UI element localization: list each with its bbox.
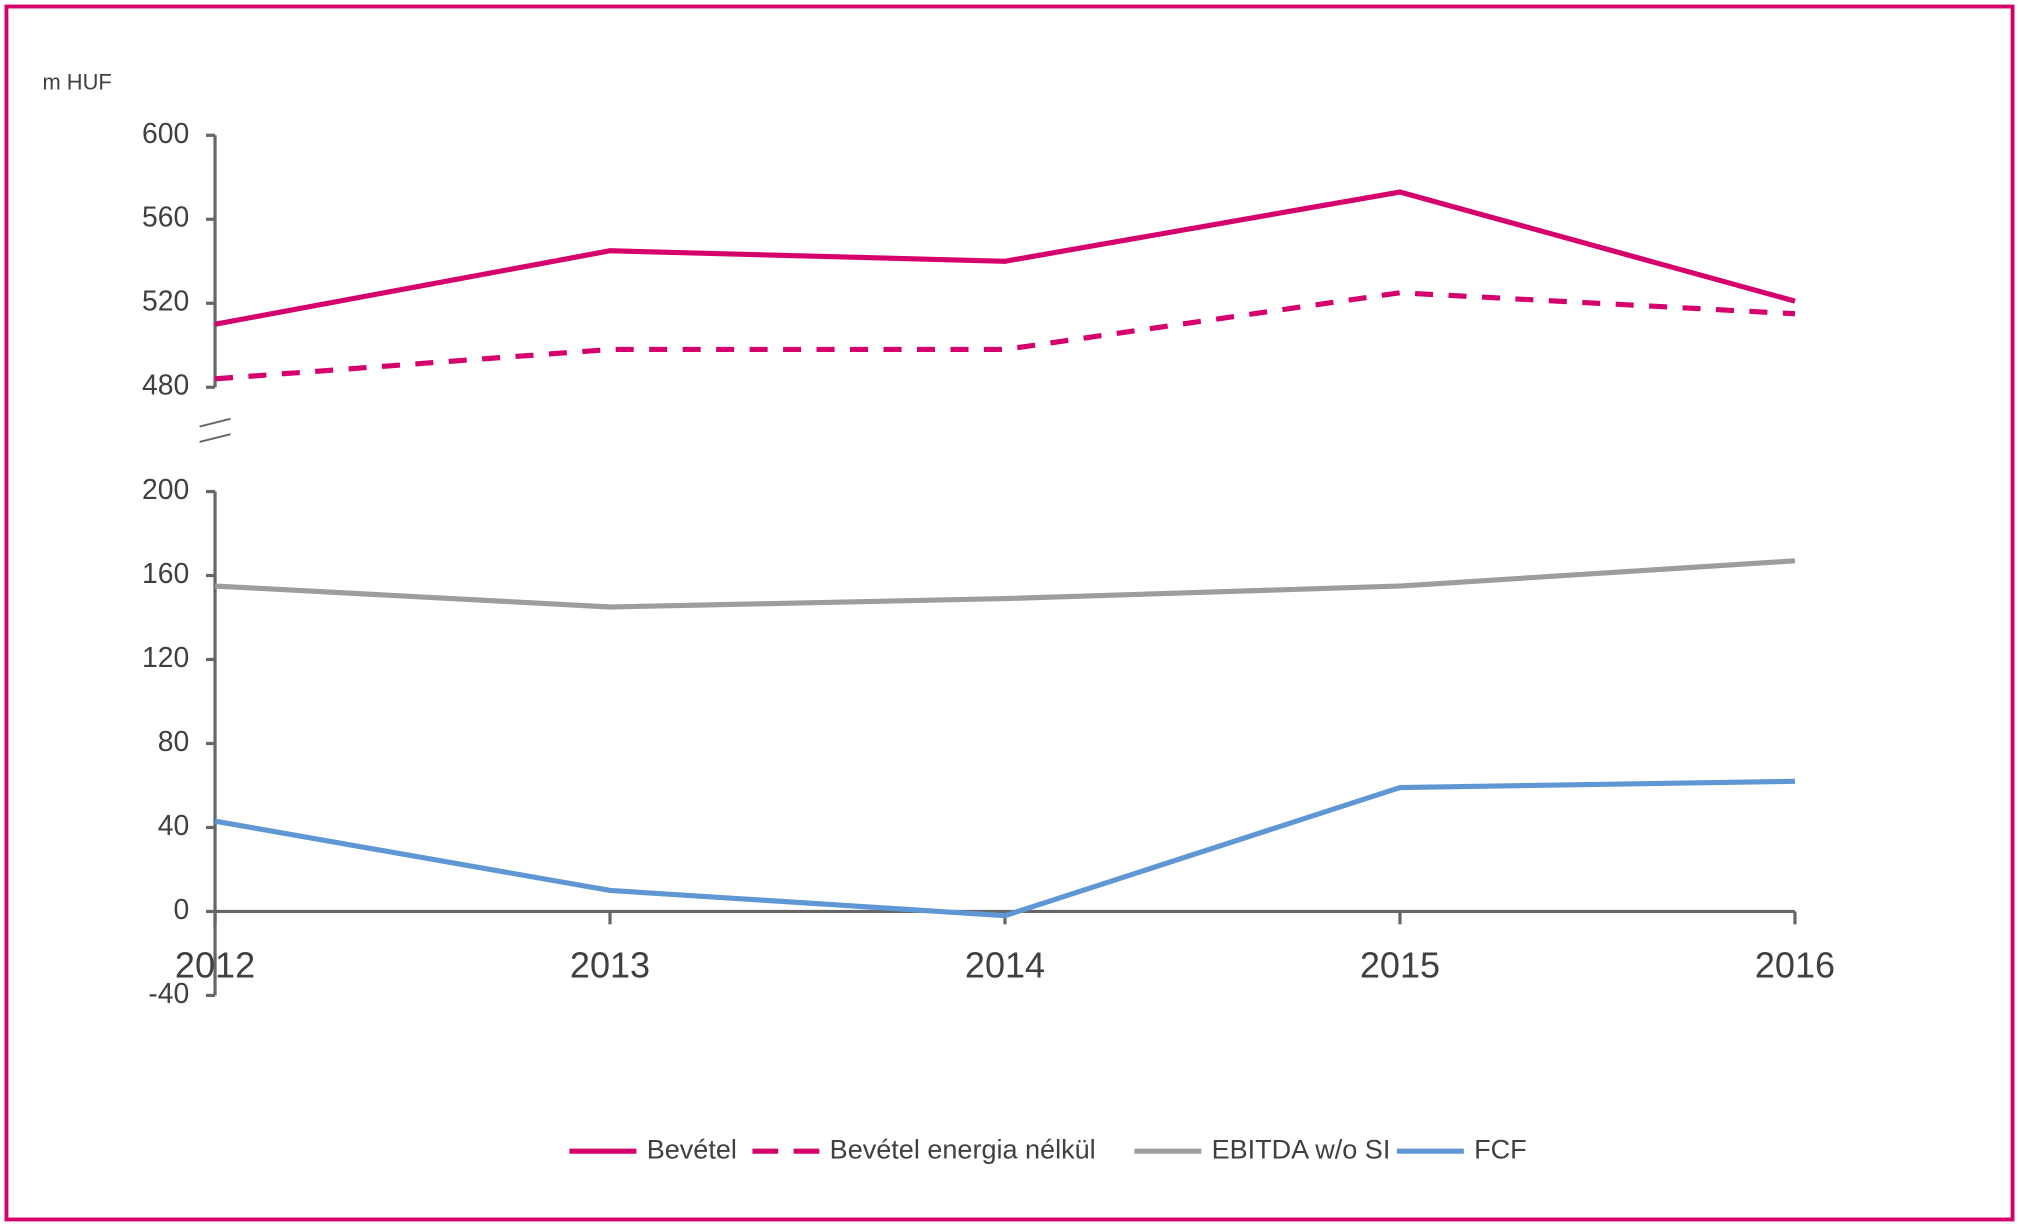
y-tick-label: 200 (142, 474, 189, 506)
y-axis-label: m HUF (42, 70, 111, 95)
x-tick-label: 2012 (175, 945, 255, 986)
x-tick-label: 2013 (570, 945, 650, 986)
y-tick-label: 120 (142, 642, 189, 674)
axis-break (199, 417, 231, 428)
axis-break (199, 433, 231, 443)
y-tick-label: 560 (142, 202, 189, 234)
series-line (214, 189, 1796, 327)
y-tick-label: 160 (142, 558, 189, 590)
y-tick-label: 40 (158, 810, 190, 842)
legend-label: EBITDA w/o SI (1212, 1134, 1391, 1164)
y-tick-label: 0 (174, 894, 190, 926)
series-line (214, 290, 1796, 382)
x-tick-label: 2015 (1360, 945, 1440, 986)
y-tick-label: 80 (158, 726, 190, 758)
series-line (214, 778, 1795, 919)
y-tick-label: 520 (142, 286, 189, 318)
series-line (214, 558, 1796, 610)
x-tick-label: 2014 (965, 945, 1045, 986)
y-tick-label: 480 (142, 370, 189, 402)
legend-label: Bevétel (647, 1134, 737, 1164)
legend-label: FCF (1474, 1134, 1527, 1164)
x-tick-label: 2016 (1755, 945, 1835, 986)
frame (4, 4, 2015, 1222)
legend-label: Bevétel energia nélkül (830, 1134, 1096, 1164)
y-tick-label: 600 (142, 118, 189, 150)
y-tick-label: -40 (148, 978, 189, 1010)
